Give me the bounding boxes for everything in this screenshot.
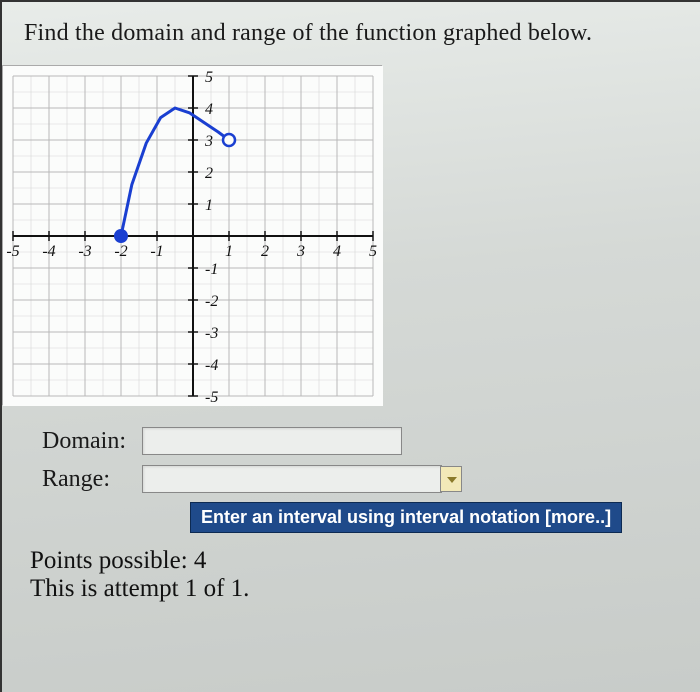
svg-text:5: 5	[205, 69, 213, 86]
svg-text:-2: -2	[114, 243, 127, 260]
svg-text:2: 2	[205, 165, 213, 182]
range-input[interactable]	[142, 465, 442, 493]
range-label: Range:	[42, 466, 142, 493]
svg-text:4: 4	[333, 243, 341, 260]
function-graph: -5 -4 -3 -2 -1 1 2 3 4 5 5 4 3 2 1 -1 -2 -3 -4 -5	[2, 65, 382, 405]
svg-text:2: 2	[261, 243, 269, 260]
svg-text:1: 1	[225, 243, 233, 260]
svg-text:3: 3	[204, 133, 213, 150]
svg-text:3: 3	[296, 243, 305, 260]
svg-text:-5: -5	[205, 389, 218, 406]
attempt-info: This is attempt 1 of 1.	[30, 575, 700, 603]
domain-label: Domain:	[42, 428, 142, 455]
svg-text:-1: -1	[150, 243, 163, 260]
hint-tooltip[interactable]: Enter an interval using interval notatio…	[190, 502, 622, 533]
svg-text:-4: -4	[205, 357, 218, 374]
range-dropdown-icon[interactable]	[440, 466, 462, 492]
svg-text:-5: -5	[6, 243, 19, 260]
points-possible: Points possible: 4	[30, 547, 700, 575]
svg-text:1: 1	[205, 197, 213, 214]
svg-text:-2: -2	[205, 293, 218, 310]
svg-text:-4: -4	[42, 243, 55, 260]
domain-input[interactable]	[142, 427, 402, 455]
svg-text:4: 4	[205, 101, 213, 118]
svg-text:5: 5	[369, 243, 377, 260]
question-text: Find the domain and range of the functio…	[2, 2, 700, 57]
svg-text:-3: -3	[78, 243, 91, 260]
svg-text:-3: -3	[205, 325, 218, 342]
svg-text:-1: -1	[205, 261, 218, 278]
